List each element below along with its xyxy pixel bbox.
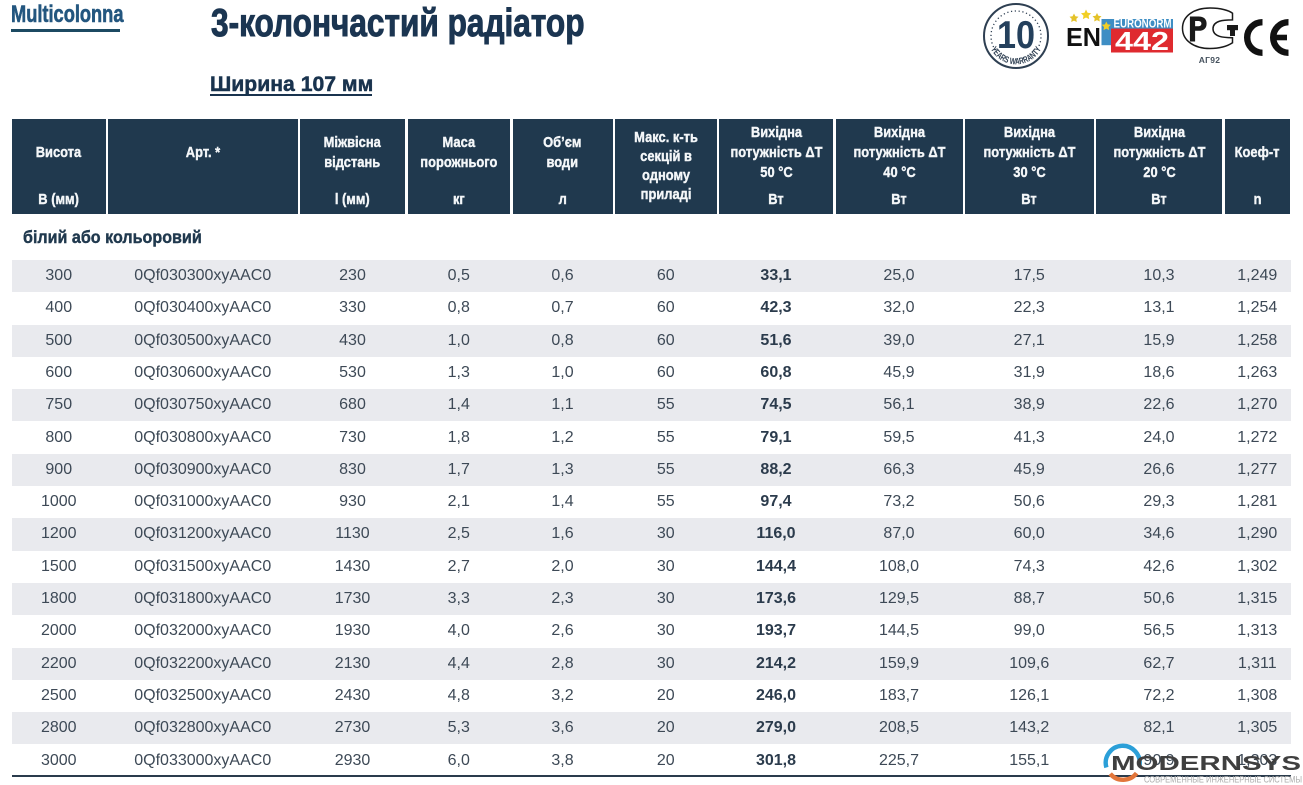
svg-text:442: 442 xyxy=(1115,26,1169,56)
svg-text:СОВРЕМЕННЫЕ ИНЖЕНЕРНЫЕ СИСТЕМЫ: СОВРЕМЕННЫЕ ИНЖЕНЕРНЫЕ СИСТЕМЫ xyxy=(1144,775,1302,785)
svg-text:10: 10 xyxy=(997,14,1035,57)
svg-text:MODERNSYS: MODERNSYS xyxy=(1111,752,1301,775)
svg-text:АГ92: АГ92 xyxy=(1199,55,1221,65)
svg-text:EURONORM: EURONORM xyxy=(1114,19,1172,31)
svg-text:EN: EN xyxy=(1066,22,1101,52)
